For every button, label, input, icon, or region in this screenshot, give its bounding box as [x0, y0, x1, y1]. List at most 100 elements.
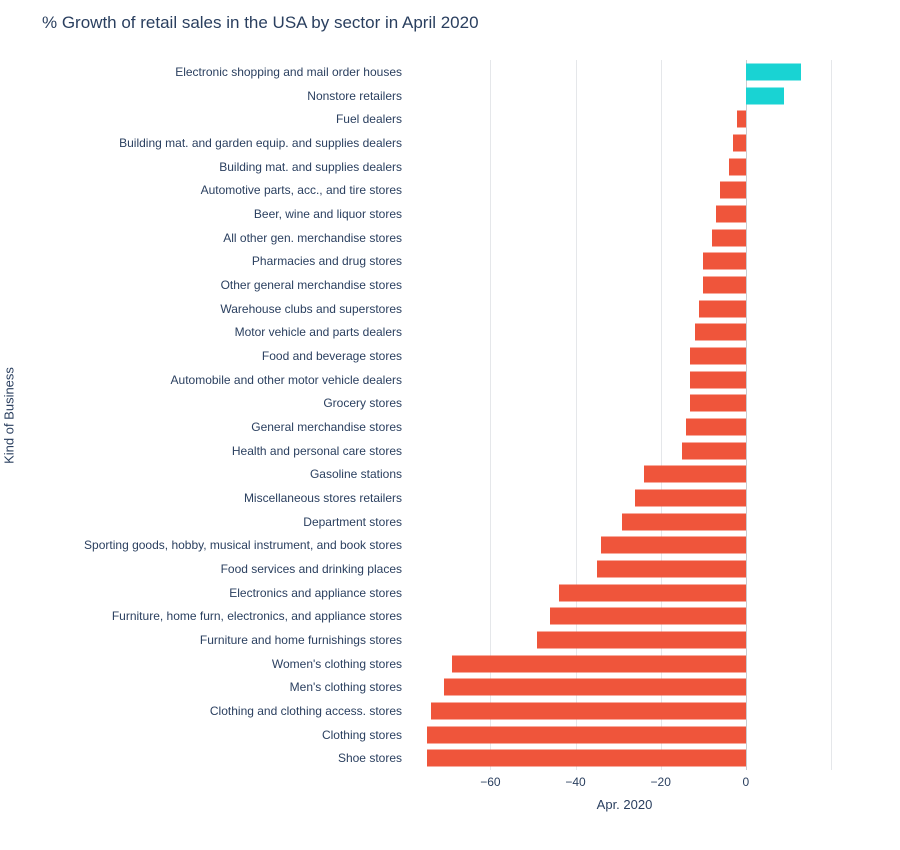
- bar-row: [418, 415, 831, 439]
- bar-row: [418, 462, 831, 486]
- category-label: General merchandise stores: [251, 419, 402, 434]
- category-label: Sporting goods, hobby, musical instrumen…: [84, 538, 402, 553]
- negative-bar: [728, 158, 746, 176]
- negative-bar: [703, 276, 746, 294]
- bar-row: [418, 178, 831, 202]
- bar-row: [418, 131, 831, 155]
- gridline: [660, 60, 662, 770]
- negative-bar: [426, 726, 746, 744]
- bar-row: [418, 486, 831, 510]
- category-label: Food and beverage stores: [261, 348, 402, 363]
- category-label: Automotive parts, acc., and tire stores: [200, 183, 402, 198]
- negative-bar: [686, 418, 746, 436]
- bar-row: [418, 510, 831, 534]
- positive-bar: [745, 63, 802, 81]
- negative-bar: [737, 110, 746, 128]
- category-label: Pharmacies and drug stores: [251, 254, 402, 269]
- bar-row: [418, 604, 831, 628]
- bar-row: [418, 155, 831, 179]
- bar-row: [418, 628, 831, 652]
- negative-bar: [430, 702, 746, 720]
- gridline: [490, 60, 492, 770]
- category-label: Automobile and other motor vehicle deale…: [170, 372, 402, 387]
- category-labels: Electronic shopping and mail order house…: [0, 60, 410, 770]
- x-axis-title: Apr. 2020: [596, 797, 653, 812]
- zero-line: [745, 60, 747, 770]
- negative-bar: [622, 513, 746, 531]
- negative-bar: [635, 489, 746, 507]
- negative-bar: [549, 607, 746, 625]
- negative-bar: [694, 323, 746, 341]
- negative-bar: [720, 181, 746, 199]
- chart-title: % Growth of retail sales in the USA by s…: [42, 13, 479, 32]
- category-label: Nonstore retailers: [307, 88, 402, 103]
- bar-row: [418, 699, 831, 723]
- category-label: Miscellaneous stores retailers: [243, 490, 402, 505]
- bar-row: [418, 652, 831, 676]
- bar-row: [418, 60, 831, 84]
- bar-row: [418, 723, 831, 747]
- x-tick-label: −40: [565, 775, 586, 789]
- bar-row: [418, 675, 831, 699]
- bar-row: [418, 202, 831, 226]
- category-label: Beer, wine and liquor stores: [253, 206, 402, 221]
- category-label: Electronics and appliance stores: [229, 585, 402, 600]
- category-label: Clothing and clothing access. stores: [209, 703, 402, 718]
- negative-bar: [690, 371, 746, 389]
- negative-bar: [733, 134, 746, 152]
- category-label: Women's clothing stores: [271, 656, 402, 671]
- category-label: Fuel dealers: [335, 112, 402, 127]
- bar-row: [418, 368, 831, 392]
- x-tick-label: −60: [480, 775, 501, 789]
- category-label: Warehouse clubs and superstores: [220, 301, 402, 316]
- negative-bar: [699, 300, 746, 318]
- bar-row: [418, 273, 831, 297]
- category-label: Clothing stores: [321, 727, 402, 742]
- bar-row: [418, 344, 831, 368]
- category-label: All other gen. merchandise stores: [223, 230, 402, 245]
- category-label: Shoe stores: [337, 751, 402, 766]
- category-label: Men's clothing stores: [289, 680, 402, 695]
- bars-layer: [418, 60, 831, 770]
- negative-bar: [426, 749, 746, 767]
- negative-bar: [643, 465, 746, 483]
- category-label: Health and personal care stores: [231, 443, 402, 458]
- negative-bar: [681, 442, 746, 460]
- x-axis-ticks: −60 −40 −20 0: [418, 775, 831, 791]
- bar-row: [418, 439, 831, 463]
- x-tick-label: −20: [650, 775, 671, 789]
- bar-row: [418, 249, 831, 273]
- negative-bar: [452, 655, 746, 673]
- bar-row: [418, 581, 831, 605]
- negative-bar: [558, 584, 746, 602]
- category-label: Motor vehicle and parts dealers: [234, 325, 402, 340]
- gridline: [831, 60, 832, 770]
- category-label: Department stores: [303, 514, 402, 529]
- bar-row: [418, 84, 831, 108]
- negative-bar: [601, 536, 746, 554]
- negative-bar: [703, 252, 746, 270]
- category-label: Food services and drinking places: [220, 561, 402, 576]
- negative-bar: [711, 229, 746, 247]
- negative-bar: [443, 678, 746, 696]
- negative-bar: [690, 394, 746, 412]
- negative-bar: [537, 631, 746, 649]
- category-label: Furniture and home furnishings stores: [199, 632, 402, 647]
- bar-row: [418, 557, 831, 581]
- bar-row: [418, 320, 831, 344]
- bar-row: [418, 226, 831, 250]
- plot-area: [418, 60, 832, 770]
- gridline: [575, 60, 577, 770]
- x-tick-label: 0: [742, 775, 750, 789]
- category-label: Electronic shopping and mail order house…: [175, 64, 402, 79]
- bar-row: [418, 533, 831, 557]
- bar-row: [418, 297, 831, 321]
- negative-bar: [716, 205, 746, 223]
- negative-bar: [596, 560, 746, 578]
- category-label: Other general merchandise stores: [220, 277, 402, 292]
- positive-bar: [745, 87, 785, 104]
- negative-bar: [690, 347, 746, 365]
- category-label: Building mat. and supplies dealers: [219, 159, 402, 174]
- bar-row: [418, 107, 831, 131]
